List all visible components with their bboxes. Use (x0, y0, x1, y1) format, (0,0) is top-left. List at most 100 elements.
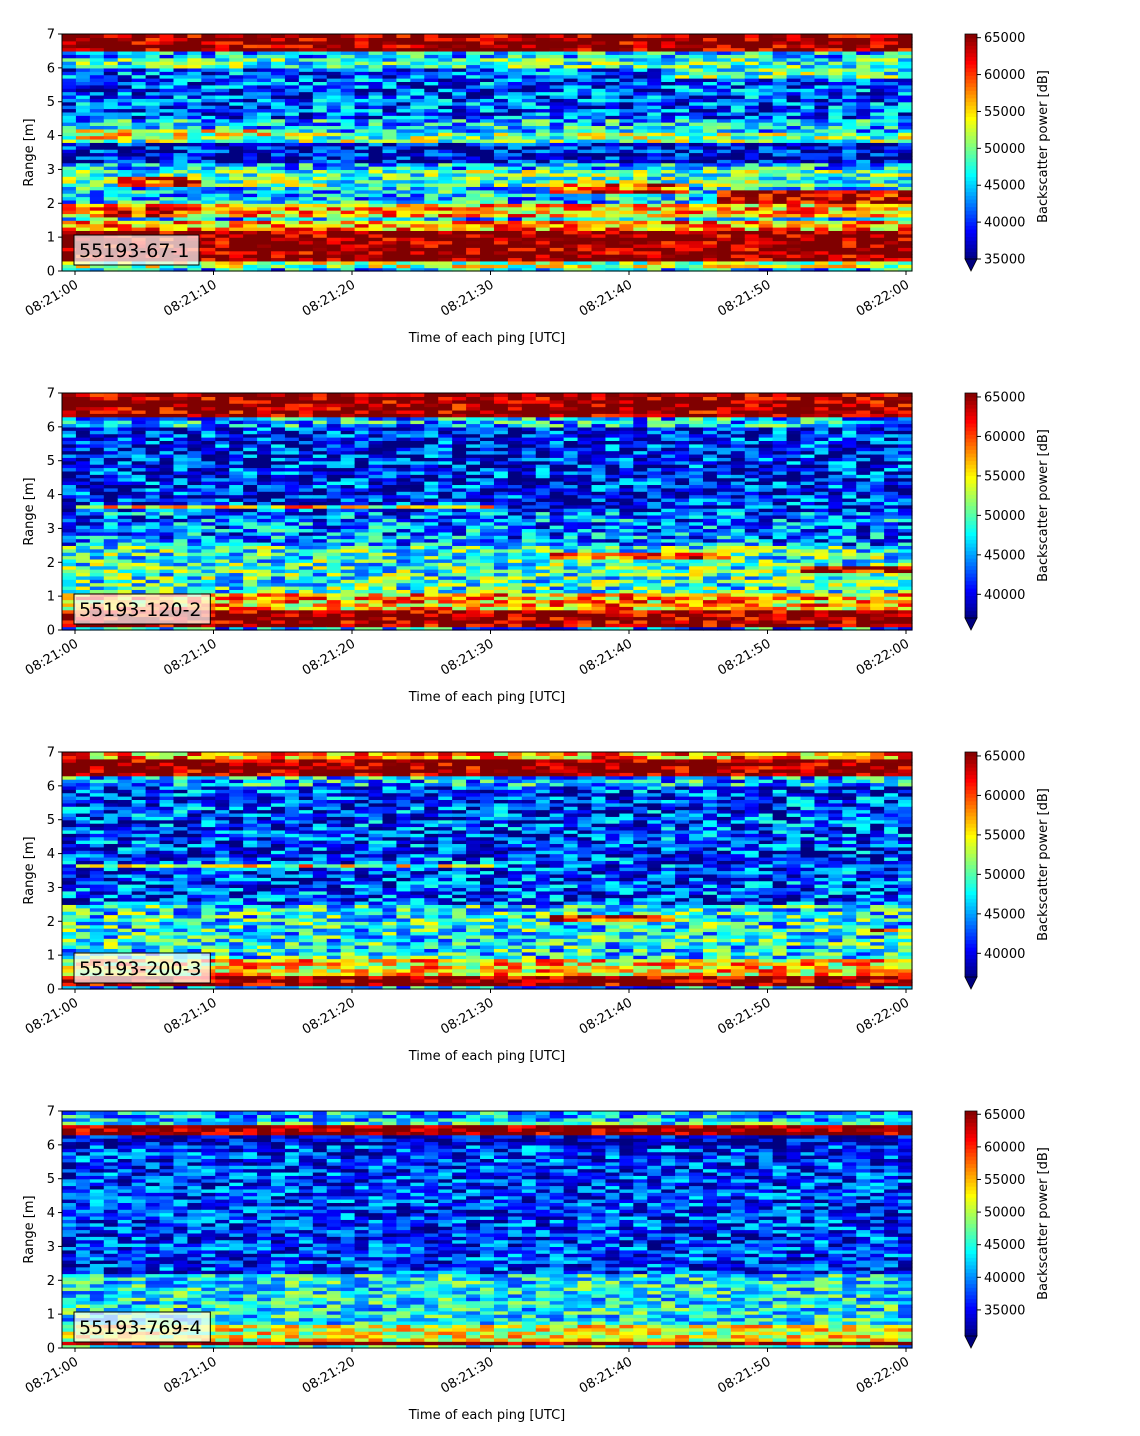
heatmap-cell (159, 101, 175, 106)
heatmap-cell (452, 37, 467, 42)
heatmap-cell (131, 216, 147, 221)
heatmap-cell (326, 108, 342, 113)
heatmap-cell (243, 105, 258, 110)
heatmap-cell (117, 54, 133, 59)
heatmap-cell (62, 142, 77, 147)
heatmap-cell (493, 196, 509, 201)
heatmap-cell (493, 257, 509, 262)
heatmap-cell (466, 34, 481, 38)
heatmap-cell (187, 34, 202, 38)
heatmap-cell (62, 122, 77, 127)
heatmap-cell (201, 250, 216, 255)
heatmap-cell (229, 34, 244, 38)
heatmap-cell (229, 254, 244, 259)
heatmap-cell (452, 264, 467, 269)
heatmap-cell (159, 162, 175, 167)
heatmap-cell (271, 84, 286, 89)
heatmap-cell (521, 47, 537, 52)
heatmap-cell (326, 203, 342, 208)
heatmap-cell (340, 254, 356, 259)
heatmap-cell (507, 74, 523, 79)
heatmap-cell (89, 61, 105, 66)
heatmap-cell (271, 264, 286, 269)
heatmap-cell (298, 105, 314, 110)
heatmap-cell (884, 34, 899, 38)
heatmap-cell (62, 128, 77, 133)
heatmap-cell (354, 67, 370, 72)
heatmap-cell (466, 44, 481, 49)
heatmap-cell (410, 128, 425, 133)
heatmap-cell (312, 81, 328, 86)
heatmap-cell (103, 152, 119, 157)
heatmap-cell (75, 50, 91, 55)
heatmap-cell (535, 91, 551, 96)
heatmap-cell (312, 71, 328, 76)
heatmap-cell (173, 182, 189, 187)
heatmap-cell (549, 152, 565, 157)
heatmap-cell (62, 91, 77, 96)
heatmap-cell (131, 155, 147, 160)
heatmap-cell (75, 94, 91, 99)
heatmap-cell (229, 223, 244, 228)
heatmap-cell (396, 240, 411, 245)
heatmap-cell (257, 199, 272, 204)
heatmap-cell (257, 166, 272, 171)
colorbar-segment (965, 86, 977, 91)
heatmap-cell (284, 44, 300, 49)
heatmap-cell (298, 37, 314, 42)
heatmap-cell (452, 166, 467, 171)
heatmap-cell (257, 193, 272, 198)
heatmap-cell (368, 210, 384, 215)
heatmap-cell (549, 101, 565, 106)
heatmap-cell (549, 166, 565, 171)
heatmap-cell (563, 264, 579, 269)
heatmap-cell (549, 88, 565, 93)
heatmap-cell (89, 47, 105, 52)
heatmap-cell (215, 74, 230, 79)
heatmap-cell (549, 84, 565, 89)
heatmap-cell (480, 142, 495, 147)
heatmap-cell (382, 186, 398, 191)
heatmap-cell (75, 111, 91, 116)
heatmap-cell (103, 84, 119, 89)
heatmap-cell (493, 152, 509, 157)
heatmap-cell (201, 78, 216, 82)
heatmap-cell (131, 210, 147, 215)
heatmap-cell (131, 91, 147, 96)
heatmap-cell (424, 40, 439, 45)
heatmap-cell (257, 250, 272, 255)
heatmap-cell (424, 91, 439, 96)
heatmap-cell (340, 240, 356, 245)
heatmap-cell (507, 54, 523, 59)
heatmap-cell (298, 206, 314, 211)
heatmap-cell (201, 264, 216, 269)
heatmap-cell (480, 162, 495, 167)
heatmap-cell (298, 186, 314, 191)
heatmap-cell (521, 233, 537, 238)
heatmap-cell (507, 105, 523, 110)
heatmap-cell (173, 152, 189, 157)
heatmap-cell (493, 182, 509, 187)
heatmap-cell (507, 182, 523, 187)
heatmap-cell (159, 230, 175, 235)
heatmap-cell (577, 247, 593, 252)
heatmap-cell (312, 64, 328, 69)
heatmap-cell (549, 179, 565, 184)
heatmap-cell (201, 34, 216, 38)
heatmap-cell (145, 94, 161, 99)
heatmap-cell (117, 61, 133, 66)
heatmap-cell (480, 98, 495, 103)
heatmap-cell (535, 67, 551, 72)
heatmap-cell (103, 267, 119, 272)
heatmap-cell (521, 115, 537, 120)
heatmap-cell (173, 74, 189, 79)
heatmap-cell (173, 166, 189, 171)
heatmap-cell (89, 88, 105, 93)
heatmap-cell (173, 172, 189, 177)
heatmap-cell (340, 81, 356, 86)
colorbar-tick-label: 40000 (984, 216, 1025, 231)
heatmap-cell (480, 233, 495, 238)
heatmap-cell (312, 152, 328, 157)
heatmap-cell (117, 203, 133, 208)
heatmap-cell (424, 250, 439, 255)
